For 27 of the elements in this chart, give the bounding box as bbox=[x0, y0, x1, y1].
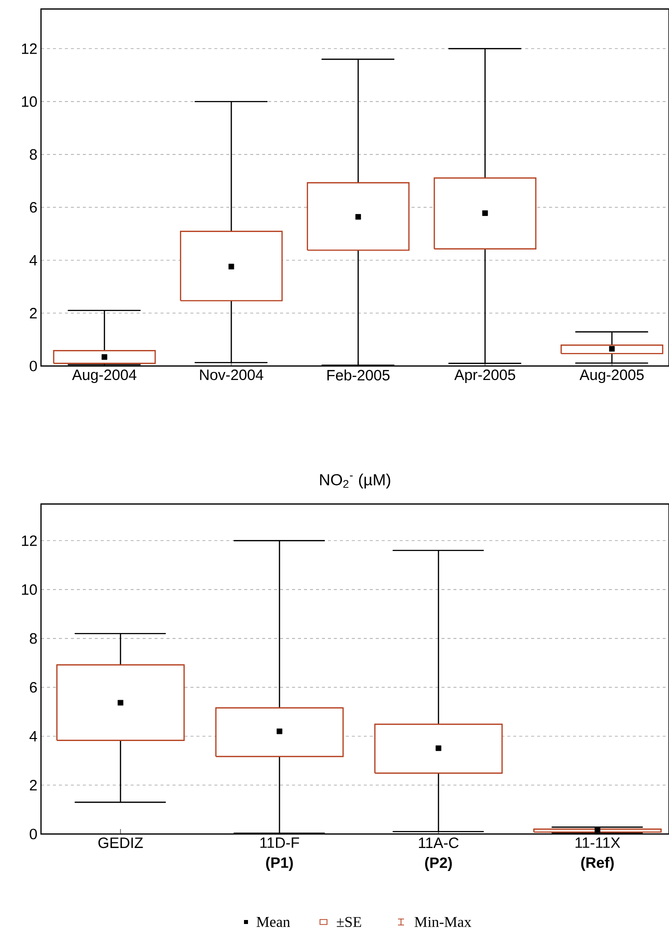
y-tick-label: 0 bbox=[30, 828, 37, 840]
x-tick-label: Nov-2004 bbox=[200, 370, 264, 380]
y-tick-label: 2 bbox=[30, 780, 37, 790]
y-tick-label: 6 bbox=[30, 682, 37, 693]
x-tick-label: Feb-2005 bbox=[327, 370, 390, 380]
text: Min-Max bbox=[414, 916, 472, 928]
x-tick-label: GEDIZ bbox=[98, 838, 143, 848]
x-tick-label: Apr-2005 bbox=[454, 370, 516, 384]
y-tick-label: 4 bbox=[30, 731, 38, 742]
text: Mean bbox=[256, 917, 290, 927]
x-tick-label: 11-11X (Ref) bbox=[576, 838, 620, 871]
y-tick-label: 0 bbox=[30, 360, 37, 372]
y-tick-label: 10 bbox=[22, 584, 37, 595]
x-tick-label: 11D-F (P1) bbox=[260, 838, 300, 871]
y-tick-label: 8 bbox=[30, 633, 37, 644]
x-tick-label: Aug-2005 bbox=[580, 370, 644, 384]
x-tick-label: 11A-C (P2) bbox=[418, 838, 459, 871]
x-tick-label: Aug-2004 bbox=[72, 370, 136, 384]
y-tick-label: 2 bbox=[30, 308, 37, 318]
chart-title: NO$_{2}$$^{-}$ (µM) bbox=[320, 474, 390, 488]
y-tick-label: 12 bbox=[22, 535, 37, 546]
y-tick-label: 6 bbox=[30, 202, 37, 213]
y-tick-label: 4 bbox=[30, 255, 38, 266]
y-tick-label: 12 bbox=[22, 43, 37, 54]
y-tick-label: 10 bbox=[22, 96, 37, 107]
y-tick-label: 8 bbox=[30, 149, 37, 160]
text: ±SE bbox=[336, 916, 362, 928]
